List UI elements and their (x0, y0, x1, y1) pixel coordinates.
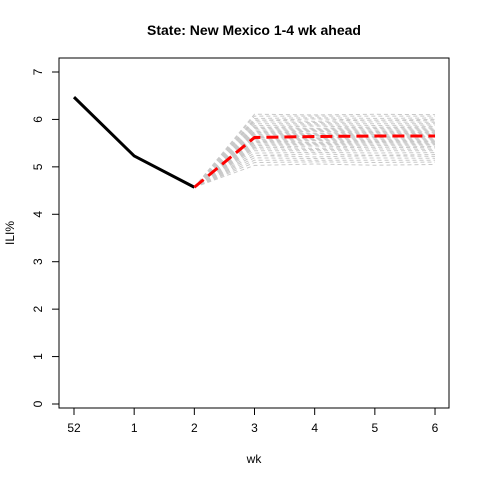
simulation-line (193, 121, 436, 188)
y-axis-label: ILI% (3, 221, 17, 245)
simulation-line (193, 125, 436, 188)
y-tick-label: 3 (31, 258, 45, 265)
x-tick-label: 3 (251, 421, 258, 435)
simulation-line (194, 150, 436, 188)
y-tick-label: 5 (31, 163, 45, 170)
y-tick-label: 6 (31, 116, 45, 123)
y-tick-label: 7 (31, 68, 45, 75)
simulation-line (193, 119, 436, 188)
x-tick-label: 6 (432, 421, 439, 435)
simulation-line (194, 148, 436, 188)
simulation-line (193, 123, 436, 188)
simulation-line (194, 153, 436, 188)
forecast-mean-line (193, 134, 436, 189)
simulation-line (193, 124, 436, 188)
simulation-line (194, 157, 436, 188)
x-tick-label: 52 (67, 421, 81, 435)
x-tick-label: 2 (191, 421, 198, 435)
simulation-line (194, 130, 436, 188)
simulation-line (194, 144, 436, 188)
plot-frame (58, 57, 450, 409)
observed-line (72, 96, 196, 189)
chart-title: State: New Mexico 1-4 wk ahead (147, 22, 361, 38)
simulation-line (194, 145, 436, 188)
x-tick-label: 5 (372, 421, 379, 435)
simulation-line (194, 139, 436, 188)
simulation-line (193, 117, 436, 188)
simulation-line (193, 113, 436, 188)
x-axis-label: wk (246, 452, 263, 466)
simulation-line (194, 151, 436, 188)
y-tick-label: 4 (31, 211, 45, 218)
simulation-line (194, 143, 436, 188)
simulation-line (193, 115, 436, 188)
data-lines (72, 96, 436, 189)
y-tick-label: 1 (31, 353, 45, 360)
simulation-line (194, 161, 436, 188)
simulation-line (194, 140, 436, 188)
x-tick-label: 4 (311, 421, 318, 435)
simulation-line (194, 138, 436, 188)
simulation-lines (193, 113, 436, 188)
y-tick-label: 2 (31, 305, 45, 312)
simulation-line (194, 131, 436, 188)
simulation-line (194, 159, 436, 188)
x-tick-label: 1 (131, 421, 138, 435)
simulation-line (194, 163, 436, 188)
simulation-line (193, 129, 436, 188)
y-tick-label: 0 (31, 400, 45, 407)
simulation-line (194, 132, 436, 188)
simulation-line (193, 130, 436, 188)
simulation-line (193, 118, 436, 188)
